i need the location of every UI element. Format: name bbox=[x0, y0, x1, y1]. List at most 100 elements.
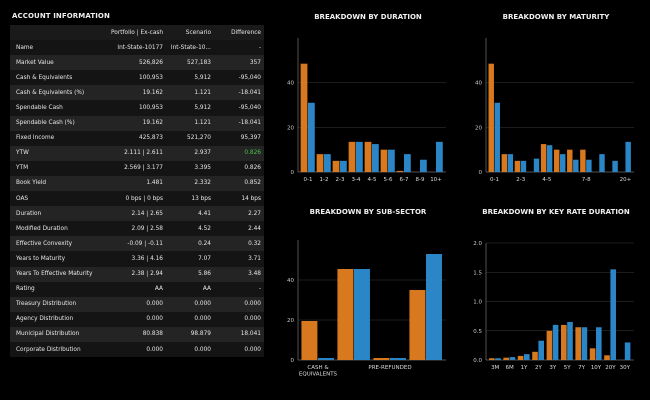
bar-portfolio-7-8[interactable] bbox=[580, 149, 586, 172]
x-tick-label: 30Y bbox=[620, 365, 631, 371]
table-row[interactable]: Spendable Cash (%) 19.162 1.121 -18.041 bbox=[10, 115, 264, 131]
table-row[interactable]: Agency Distribution 0.000 0.000 0.000 bbox=[10, 311, 264, 327]
bar-scenario-2-3[interactable] bbox=[340, 160, 347, 172]
x-tick-label: 3-4 bbox=[352, 177, 361, 183]
table-row[interactable]: Treasury Distribution 0.000 0.000 0.000 bbox=[10, 296, 264, 312]
bar-scenario-pre-refunded[interactable] bbox=[390, 358, 406, 360]
table-row[interactable]: Name Int-State-10177 Int-State-10... - bbox=[10, 40, 264, 56]
bar-portfolio-1y[interactable] bbox=[517, 355, 524, 360]
bar-scenario-muni[interactable] bbox=[354, 269, 370, 360]
bar-portfolio-6-7[interactable] bbox=[396, 170, 404, 172]
bar-scenario-6-7[interactable] bbox=[404, 154, 411, 172]
bar-scenario-4-5[interactable] bbox=[546, 145, 553, 172]
bar-scenario-2-3[interactable] bbox=[520, 160, 527, 172]
bar-scenario-5-6[interactable] bbox=[388, 149, 395, 172]
table-row[interactable]: Municipal Distribution 80.838 98.879 18.041 bbox=[10, 326, 264, 342]
table-cell: Int-State-10... bbox=[170, 44, 211, 51]
table-row[interactable]: Market Value 526,826 527,183 357 bbox=[10, 55, 264, 71]
table-cell: 0.826 bbox=[244, 150, 261, 157]
table-row[interactable]: Years to Maturity 3.36 | 4.16 7.07 3.71 bbox=[10, 251, 264, 267]
bar-scenario-3y[interactable] bbox=[552, 324, 559, 360]
bar-scenario-20-[interactable] bbox=[625, 141, 631, 172]
bar-portfolio-5y[interactable] bbox=[561, 324, 567, 360]
bar-scenario-10-[interactable] bbox=[436, 141, 443, 172]
bar-scenario-3-4[interactable] bbox=[356, 141, 363, 172]
bar-scenario-8-9[interactable] bbox=[420, 159, 427, 172]
table-cell: 5,912 bbox=[194, 105, 211, 112]
row-label: Spendable Cash bbox=[16, 105, 63, 112]
bar-portfolio-0-1[interactable] bbox=[488, 63, 494, 172]
bar-scenario-8-9[interactable] bbox=[599, 154, 605, 172]
table-cell: Int-State-10177 bbox=[117, 44, 163, 51]
table-row[interactable]: Cash & Equivalents (%) 19.162 1.121 -18.041 bbox=[10, 85, 264, 101]
table-row[interactable]: OAS 0 bps | 0 bps 13 bps 14 bps bbox=[10, 191, 264, 207]
bar-portfolio-5-6[interactable] bbox=[553, 149, 560, 172]
bar-scenario-0-1[interactable] bbox=[308, 102, 315, 172]
bar-scenario-7y[interactable] bbox=[581, 327, 588, 360]
bar-portfolio-20y[interactable] bbox=[604, 355, 610, 360]
key-rate-duration-breakdown-chart: BREAKDOWN BY KEY RATE DURATION 0.0 0.5 1.0 1… bbox=[473, 208, 634, 371]
bar-scenario-10y[interactable] bbox=[596, 327, 602, 360]
bar-portfolio-2-3[interactable] bbox=[514, 160, 521, 172]
bar-scenario-1y[interactable] bbox=[524, 354, 530, 360]
bar-portfolio-cash-equivalents[interactable] bbox=[301, 321, 318, 360]
bar-portfolio-3-4[interactable] bbox=[348, 141, 356, 172]
bar-scenario-4-5[interactable] bbox=[372, 144, 379, 172]
table-row[interactable]: YTW 2.111 | 2.611 2.937 0.826 bbox=[10, 145, 264, 161]
bar-portfolio-2y[interactable] bbox=[532, 351, 538, 360]
table-cell: 0.000 bbox=[146, 301, 163, 308]
bar-portfolio-7y[interactable] bbox=[575, 327, 581, 360]
x-tick-label: 5-6 bbox=[384, 177, 393, 183]
bar-portfolio-1-2[interactable] bbox=[316, 154, 324, 172]
table-row[interactable]: Fixed Income 425,873 521,270 95,397 bbox=[10, 130, 264, 146]
table-row[interactable]: Spendable Cash 100,953 5,912 -95,040 bbox=[10, 100, 264, 116]
bar-scenario-cash-equivalents[interactable] bbox=[318, 358, 334, 360]
x-tick-label: 6-7 bbox=[400, 177, 409, 183]
bar-scenario-30y[interactable] bbox=[624, 342, 631, 360]
table-row[interactable]: YTM 2.569 | 3.177 3.395 0.826 bbox=[10, 160, 264, 176]
bar-scenario-6m[interactable] bbox=[509, 357, 516, 360]
bar-scenario-5-6[interactable] bbox=[560, 154, 566, 172]
bar-portfolio-muni[interactable] bbox=[337, 269, 354, 360]
table-row[interactable]: Book Yield 1.481 2.332 0.852 bbox=[10, 175, 264, 192]
row-label: Corporate Distribution bbox=[16, 346, 81, 353]
bar-scenario-0-1[interactable] bbox=[494, 102, 500, 172]
bar-portfolio-1-2[interactable] bbox=[501, 154, 508, 172]
bar-portfolio-3y[interactable] bbox=[546, 330, 553, 360]
column-header-difference[interactable]: Difference bbox=[231, 29, 261, 36]
y-tick-label: 1.5 bbox=[473, 270, 482, 276]
column-header-scenario[interactable]: Scenario bbox=[185, 29, 211, 36]
bar-portfolio-2-3[interactable] bbox=[332, 160, 340, 172]
bar-scenario-10-20[interactable] bbox=[612, 160, 618, 172]
bar-portfolio-5-6[interactable] bbox=[380, 149, 388, 172]
table-row[interactable]: Duration 2.14 | 2.65 4.41 2.27 bbox=[10, 206, 264, 222]
table-row[interactable]: Modified Duration 2.09 | 2.58 4.52 2.44 bbox=[10, 221, 264, 237]
bar-portfolio-4-5[interactable] bbox=[540, 144, 547, 172]
table-row[interactable]: Cash & Equivalents 100,953 5,912 -95,040 bbox=[10, 70, 264, 86]
table-cell: 2.111 | 2.611 bbox=[124, 150, 163, 157]
bar-portfolio-other[interactable] bbox=[409, 290, 426, 360]
table-row[interactable]: Corporate Distribution 0.000 0.000 0.000 bbox=[10, 341, 264, 358]
column-header-portfolio[interactable]: Portfolio | Ex-cash bbox=[111, 29, 164, 36]
table-row[interactable]: Years To Effective Maturity 2.38 | 2.94 5.… bbox=[10, 266, 264, 282]
bar-portfolio-0-1[interactable] bbox=[300, 63, 308, 172]
bar-portfolio-pre-refunded[interactable] bbox=[373, 358, 390, 360]
table-row[interactable]: Rating AA AA - bbox=[10, 281, 264, 297]
bar-scenario-3-4[interactable] bbox=[533, 158, 540, 172]
bar-scenario-20y[interactable] bbox=[610, 269, 616, 360]
bar-portfolio-6m[interactable] bbox=[503, 357, 509, 360]
table-cell: 0.852 bbox=[244, 180, 261, 187]
bar-portfolio-6-7[interactable] bbox=[567, 149, 573, 172]
bar-scenario-1-2[interactable] bbox=[324, 154, 331, 172]
bar-portfolio-3m[interactable] bbox=[489, 358, 495, 360]
bar-scenario-7-8[interactable] bbox=[586, 159, 592, 172]
bar-portfolio-4-5[interactable] bbox=[364, 141, 372, 172]
bar-scenario-3m[interactable] bbox=[495, 358, 501, 360]
bar-scenario-other[interactable] bbox=[426, 254, 442, 360]
table-row[interactable]: Effective Convexity -0.09 | -0.11 0.24 0.32 bbox=[10, 236, 264, 252]
bar-portfolio-10y[interactable] bbox=[589, 348, 596, 360]
bar-scenario-5y[interactable] bbox=[567, 321, 573, 360]
bar-scenario-6-7[interactable] bbox=[573, 159, 579, 172]
bar-scenario-2y[interactable] bbox=[538, 340, 544, 360]
bar-scenario-1-2[interactable] bbox=[507, 154, 514, 172]
